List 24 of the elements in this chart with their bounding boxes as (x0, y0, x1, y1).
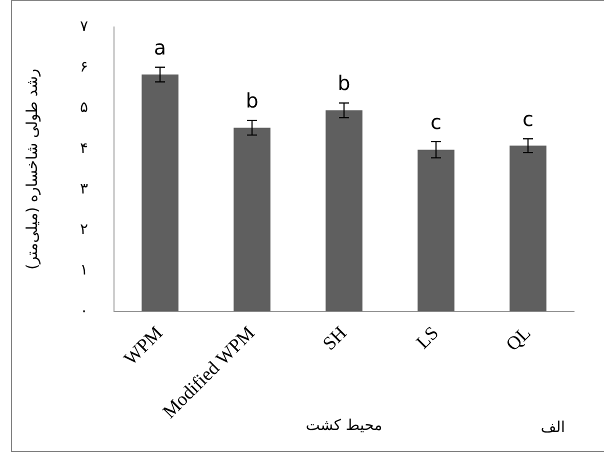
y-tick-label: ۴ (80, 138, 88, 157)
bar (234, 128, 270, 312)
data-label: c (522, 106, 534, 131)
bar (142, 74, 178, 312)
y-tick-label: ۳ (80, 179, 88, 198)
x-tick-label: SH (319, 322, 352, 355)
x-tick-label: QL (502, 322, 536, 356)
text: الف (540, 418, 565, 436)
data-label: b (246, 88, 258, 113)
y-tick-label: ۰ (80, 301, 88, 320)
y-tick-label: ۱ (80, 260, 88, 279)
bar (510, 146, 546, 312)
y-axis-title: رشد طولی شاخساره (میلی‌متر) (22, 68, 41, 270)
bar (326, 110, 362, 312)
data-label: b (338, 71, 350, 96)
data-label: a (154, 35, 166, 60)
y-tick-label: ۷ (80, 16, 88, 35)
bar (418, 150, 454, 312)
data-label: c (430, 110, 442, 134)
x-tick-label: LS (412, 322, 444, 354)
y-tick-label: ۲ (80, 220, 88, 238)
y-tick-label: ۵ (80, 98, 88, 116)
y-tick-label: ۶ (80, 58, 88, 76)
x-axis-title: محیط کشت (306, 416, 382, 434)
